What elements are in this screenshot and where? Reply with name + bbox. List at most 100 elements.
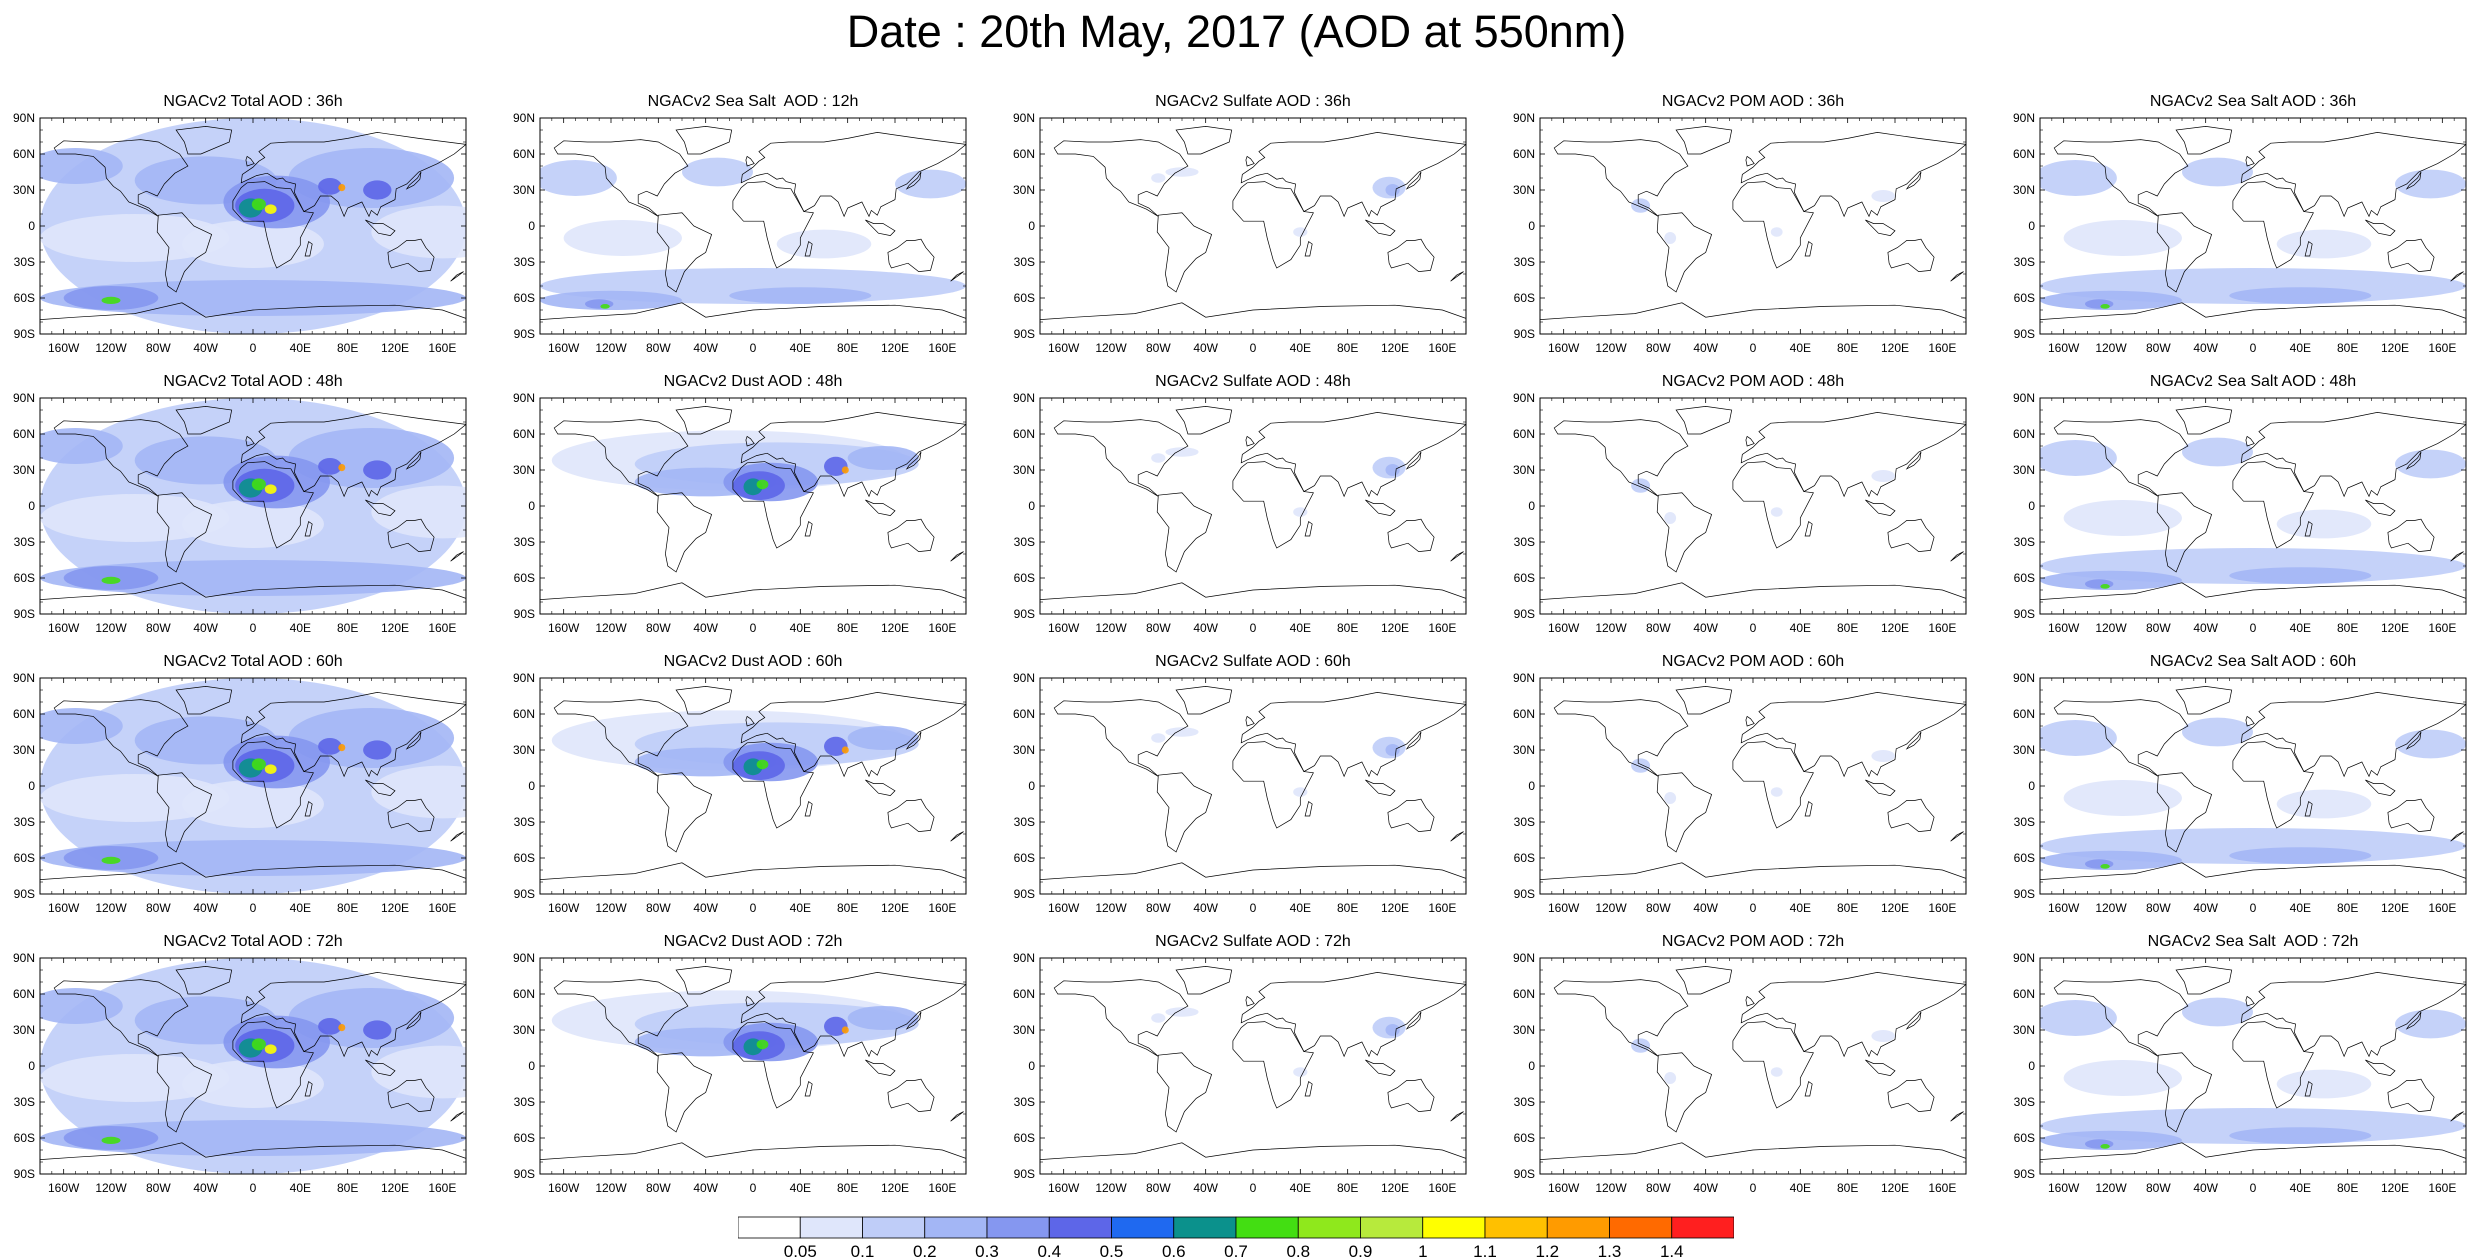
figure-title: Date : 20th May, 2017 (AOD at 550nm) (846, 6, 1627, 57)
continent-outline (405, 731, 422, 750)
lon-tick-label: 80W (146, 901, 171, 915)
lat-tick-label: 30S (14, 1095, 35, 1109)
continent-outline (240, 972, 466, 1058)
lon-tick-label: 80W (646, 621, 671, 635)
lat-tick-label: 90N (13, 951, 35, 965)
aod-region (2040, 1130, 2182, 1150)
continent-outline (2450, 1111, 2464, 1122)
aod-region (264, 484, 277, 494)
coastlines (1540, 126, 1966, 334)
aod-field (540, 118, 966, 334)
aod-region (563, 220, 682, 256)
continent-outline (240, 692, 466, 778)
continent-outline (865, 779, 896, 796)
lon-tick-label: 80W (1646, 621, 1671, 635)
lon-tick-label: 40W (1693, 621, 1718, 635)
lon-tick-label: 160W (48, 341, 80, 355)
continent-outline (1740, 972, 1966, 1058)
continent-outline (175, 126, 233, 155)
lat-tick-label: 90N (2013, 391, 2035, 405)
continent-outline (740, 412, 966, 498)
colorbar-label: 1.3 (1598, 1242, 1622, 1260)
continent-outline (2405, 171, 2422, 190)
colorbar-label: 0.3 (975, 1242, 999, 1260)
continent-outline (1905, 1011, 1922, 1030)
lat-tick-label: 90N (13, 111, 35, 125)
lat-tick-label: 30N (1013, 183, 1035, 197)
continent-outline (365, 219, 396, 236)
aod-region (1385, 464, 1400, 476)
aod-region (1770, 787, 1783, 797)
lon-tick-label: 160E (428, 621, 456, 635)
aod-region (1165, 727, 1199, 737)
lon-tick-label: 120E (381, 1181, 409, 1195)
lat-tick-label: 30S (1514, 535, 1535, 549)
continent-outline (1053, 699, 1189, 777)
aod-region (251, 1038, 266, 1051)
lon-tick-label: 80W (1646, 1181, 1671, 1195)
coastlines (1040, 126, 1466, 334)
lon-tick-label: 40E (1290, 341, 1311, 355)
continent-outline (1387, 238, 1435, 272)
lon-tick-label: 40W (193, 621, 218, 635)
continent-outline (450, 551, 464, 562)
lat-tick-label: 90N (13, 391, 35, 405)
aod-region (371, 485, 466, 539)
aod-region (756, 479, 769, 490)
panel-title: NGACv2 Total AOD : 36h (163, 93, 343, 110)
panel-title: NGACv2 Sulfate AOD : 48h (1155, 373, 1351, 390)
continent-outline (1156, 772, 1213, 853)
lat-tick-label: 90N (1013, 391, 1035, 405)
lon-tick-label: 120E (1881, 341, 1909, 355)
lat-tick-label: 90N (2013, 951, 2035, 965)
aod-region (318, 1018, 342, 1035)
lon-tick-label: 160W (2048, 901, 2080, 915)
world-map: 90N 60N 30N 0 30S 60S 90S 160W 120W 80W 40W 0 40E 80E… (1013, 951, 1467, 1195)
lon-tick-label: 160E (1928, 621, 1956, 635)
lon-tick-label: 120W (95, 1181, 127, 1195)
lat-tick-label: 60N (2013, 147, 2035, 161)
aod-region (2395, 1009, 2466, 1039)
lon-tick-label: 160E (2428, 341, 2456, 355)
world-map: 90N 60N 30N 0 30S 60S 90S 160W 120W 80W 40W 0 40E 80E… (2013, 391, 2467, 635)
world-map: 90N 60N 30N 0 30S 60S 90S 160W 120W 80W 40W 0 40E 80E… (13, 951, 467, 1195)
lon-tick-label: 40E (1290, 901, 1311, 915)
lon-tick-label: 0 (1750, 621, 1757, 635)
lat-tick-label: 90S (2014, 327, 2035, 341)
continent-outline (804, 1081, 813, 1097)
colorbar-swatch (1111, 1216, 1175, 1239)
lon-tick-label: 0 (250, 621, 257, 635)
lon-tick-label: 160E (928, 341, 956, 355)
lat-tick-label: 60S (14, 571, 35, 585)
lon-tick-label: 0 (1250, 901, 1257, 915)
continent-outline (1865, 219, 1896, 236)
aod-region (363, 180, 392, 200)
lon-tick-label: 120W (1595, 901, 1627, 915)
aod-region (264, 204, 277, 214)
lat-tick-label: 60S (514, 851, 535, 865)
continent-outline (2365, 779, 2396, 796)
continent-outline (1450, 1111, 1464, 1122)
continent-outline (53, 139, 189, 217)
lat-tick-label: 90N (1013, 951, 1035, 965)
lat-tick-label: 90S (2014, 887, 2035, 901)
lat-tick-label: 60N (513, 707, 535, 721)
continent-outline (1745, 995, 1755, 1007)
coastlines (1040, 966, 1466, 1174)
continent-outline (1040, 1142, 1466, 1174)
coastlines (40, 126, 466, 334)
continent-outline (232, 181, 314, 269)
lat-tick-label: 0 (2028, 499, 2035, 513)
continent-outline (905, 731, 922, 750)
continent-outline (1053, 979, 1189, 1057)
continent-outline (1950, 1111, 1964, 1122)
lon-tick-label: 40E (790, 901, 811, 915)
continent-outline (232, 1021, 314, 1109)
continent-outline (553, 419, 689, 497)
lon-tick-label: 80W (1146, 621, 1171, 635)
aod-field (2040, 958, 2466, 1174)
continent-outline (2156, 772, 2213, 853)
lon-tick-label: 120E (1381, 901, 1409, 915)
lat-tick-label: 30N (13, 1023, 35, 1037)
aod-region (251, 758, 266, 771)
